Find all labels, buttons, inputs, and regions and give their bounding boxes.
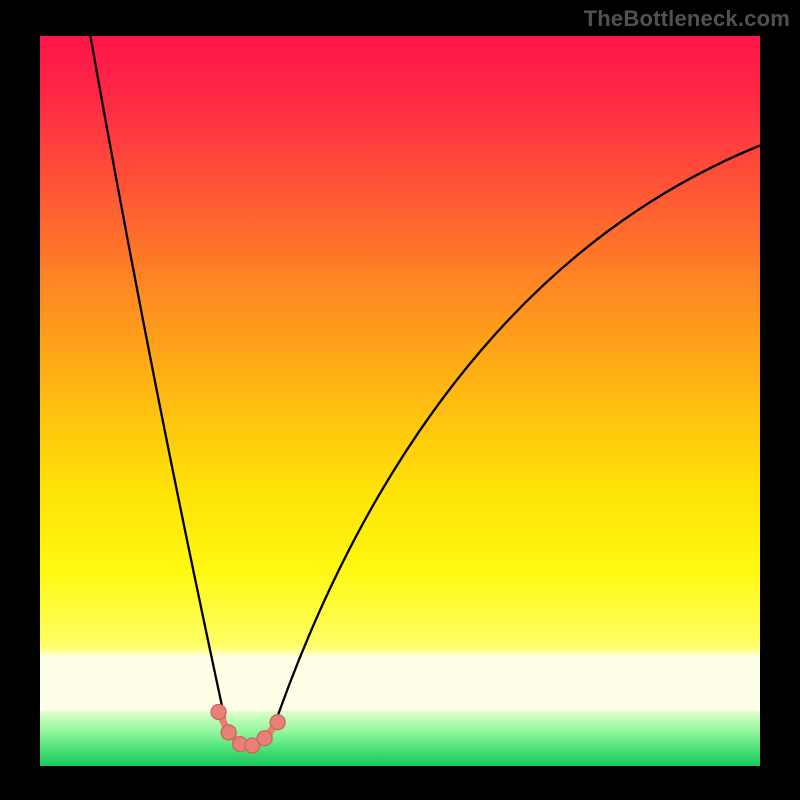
bottleneck-chart bbox=[0, 0, 800, 800]
marker-dot bbox=[211, 704, 226, 719]
marker-dot bbox=[257, 731, 272, 746]
plot-background bbox=[40, 36, 760, 766]
chart-stage: TheBottleneck.com bbox=[0, 0, 800, 800]
marker-dot bbox=[221, 725, 236, 740]
marker-dot bbox=[270, 715, 285, 730]
watermark-text: TheBottleneck.com bbox=[584, 6, 790, 32]
